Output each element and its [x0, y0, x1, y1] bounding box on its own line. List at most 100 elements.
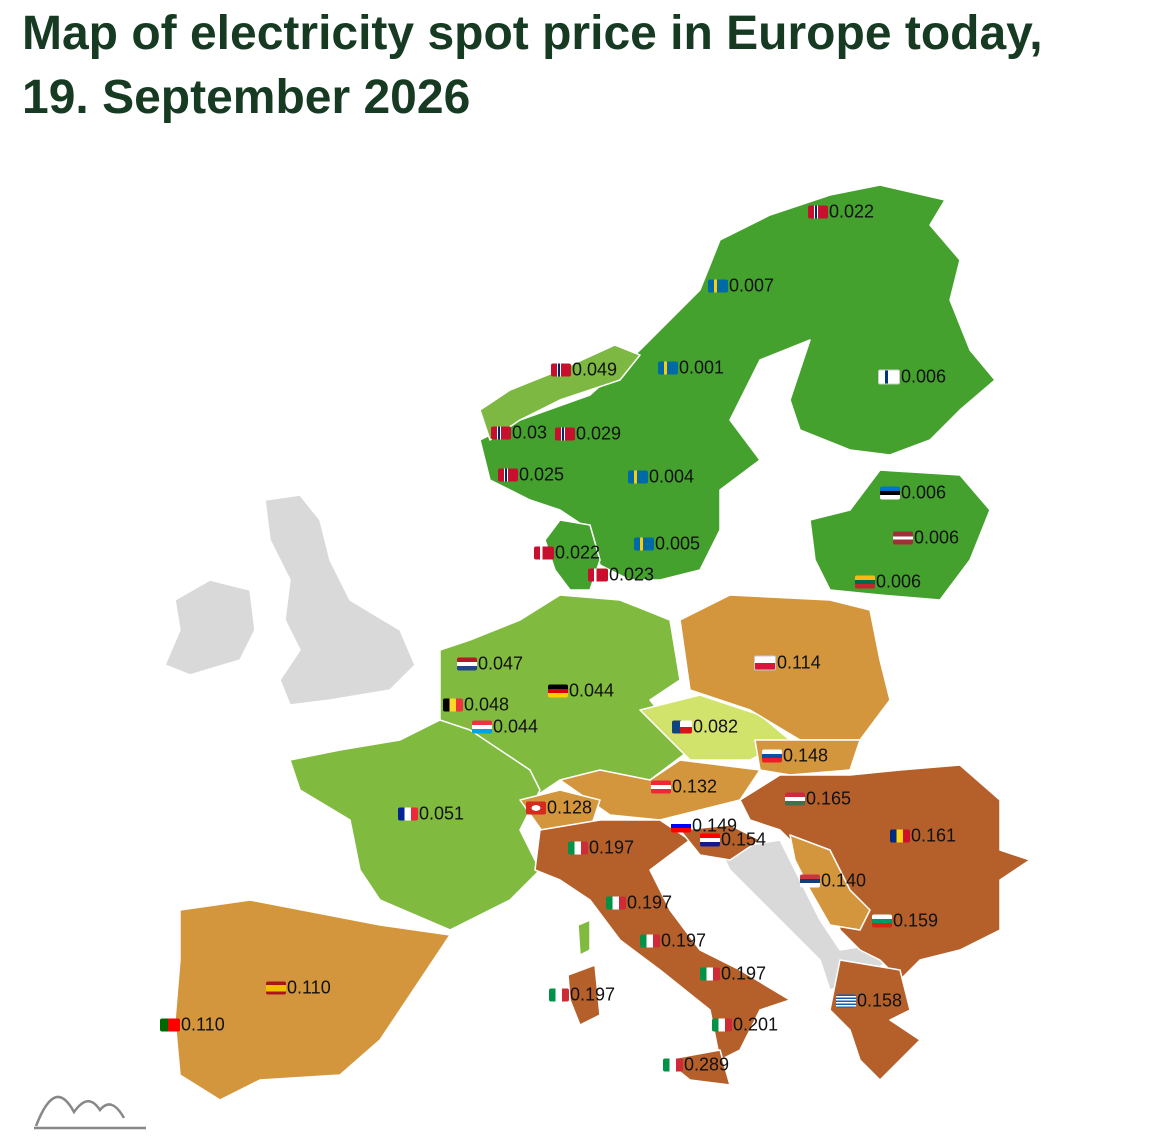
- price-text: 0.025: [519, 464, 565, 485]
- flag-icon: [398, 807, 418, 821]
- slovakia: [754, 739, 861, 776]
- flag-icon: [808, 205, 828, 219]
- flag-icon: [443, 698, 463, 712]
- flag-icon: [712, 1018, 732, 1032]
- price-label: 0.159: [872, 911, 938, 932]
- price-text: 0.022: [829, 201, 875, 222]
- price-text: 0.197: [570, 984, 616, 1005]
- price-text: 0.110: [287, 977, 331, 998]
- price-label: 0.025: [498, 465, 564, 486]
- price-label: 0.110: [160, 1015, 225, 1036]
- price-label: 0.03: [491, 423, 547, 444]
- price-text: 0.132: [672, 776, 718, 797]
- flag-icon: [457, 657, 477, 671]
- flag-icon: [628, 470, 648, 484]
- price-text: 0.03: [512, 422, 548, 443]
- price-text: 0.197: [661, 930, 707, 951]
- price-label: 0.132: [651, 777, 717, 798]
- price-label: 0.004: [628, 467, 694, 488]
- price-label: 0.148: [762, 746, 828, 767]
- flag-icon: [754, 655, 776, 671]
- flag-icon: [549, 988, 569, 1002]
- price-label: 0.161: [890, 826, 956, 847]
- flag-icon: [671, 819, 691, 833]
- flag-icon: [588, 568, 608, 582]
- price-label: 0.048: [443, 695, 509, 716]
- price-text: 0.201: [733, 1014, 779, 1035]
- price-text: 0.197: [589, 837, 635, 858]
- price-label: 0.197: [606, 893, 672, 914]
- flag-icon: [880, 486, 900, 500]
- price-text: 0.140: [821, 870, 867, 891]
- price-label: 0.006: [893, 528, 959, 549]
- price-text: 0.022: [555, 542, 601, 563]
- price-label: 0.154: [700, 830, 766, 851]
- flag-icon: [672, 720, 692, 734]
- price-text: 0.051: [419, 803, 465, 824]
- price-label: 0.001: [658, 358, 724, 379]
- great-britain: [264, 494, 416, 706]
- title: Map of electricity spot price in Europe …: [22, 7, 1043, 124]
- price-text: 0.197: [627, 892, 673, 913]
- price-label: 0.047: [457, 654, 523, 675]
- price-label: 0.165: [785, 789, 851, 810]
- price-label: 0.158: [836, 991, 902, 1012]
- price-text: 0.148: [783, 745, 829, 766]
- price-label: 0.197: [640, 931, 706, 952]
- greece: [829, 959, 921, 1081]
- flag-icon: [700, 833, 720, 847]
- price-label: 0.197: [700, 964, 766, 985]
- price-text: 0.044: [493, 716, 539, 737]
- price-text: 0.044: [569, 680, 615, 701]
- price-label: 0.029: [555, 424, 621, 445]
- flag-icon: [651, 780, 671, 794]
- price-text: 0.159: [893, 910, 939, 931]
- price-label: 0.197: [549, 985, 615, 1006]
- flag-icon: [640, 934, 660, 948]
- price-label: 0.044: [548, 681, 614, 702]
- price-label: 0.006: [880, 483, 946, 504]
- poland: [679, 594, 891, 741]
- flag-icon: [548, 684, 568, 698]
- price-label: 0.049: [551, 360, 617, 381]
- price-label: 0.007: [708, 276, 774, 297]
- price-label: 0.114: [754, 653, 821, 674]
- flag-icon: [555, 427, 575, 441]
- price-text: 0.023: [609, 564, 655, 585]
- flag-icon: [551, 363, 571, 377]
- flag-icon: [534, 546, 554, 560]
- non-data-countries: [164, 494, 891, 991]
- price-text: 0.029: [576, 423, 622, 444]
- price-label: 0.289: [663, 1055, 729, 1076]
- flag-icon: [634, 537, 654, 551]
- price-label: 0.023: [588, 565, 654, 586]
- price-label: 0.201: [712, 1015, 778, 1036]
- price-text: 0.110: [181, 1014, 225, 1035]
- price-label: 0.082: [672, 717, 738, 738]
- flag-icon: [568, 841, 588, 855]
- price-label: 0.005: [634, 534, 700, 555]
- price-label: 0.006: [878, 367, 946, 388]
- price-text: 0.005: [655, 533, 701, 554]
- price-text: 0.289: [684, 1054, 730, 1075]
- price-text: 0.004: [649, 466, 695, 487]
- flag-icon: [762, 749, 782, 763]
- flag-icon: [491, 426, 511, 440]
- price-text: 0.049: [572, 359, 618, 380]
- flag-icon: [785, 792, 805, 806]
- flag-icon: [878, 369, 900, 385]
- price-text: 0.006: [876, 571, 922, 592]
- flag-icon: [855, 575, 875, 589]
- price-label: 0.022: [808, 202, 874, 223]
- flag-icon: [266, 981, 286, 995]
- price-text: 0.048: [464, 694, 510, 715]
- flag-icon: [526, 801, 546, 815]
- sardinia: [567, 964, 601, 1026]
- corsica: [577, 919, 591, 956]
- price-label: 0.128: [526, 798, 592, 819]
- nordic-region: [479, 184, 996, 581]
- flag-icon: [472, 720, 492, 734]
